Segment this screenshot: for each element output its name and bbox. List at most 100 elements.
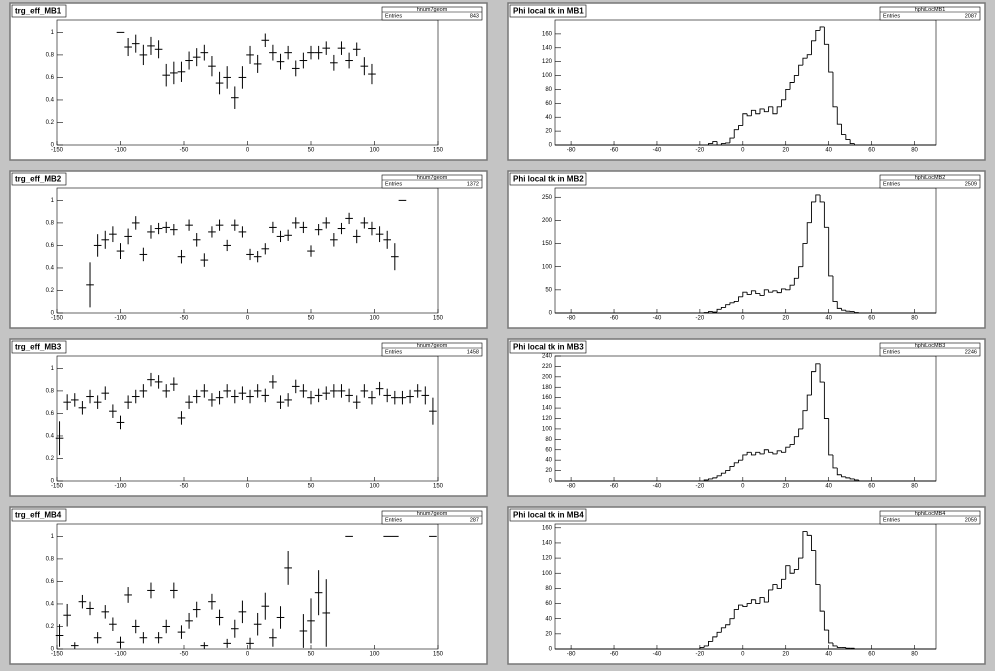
- data-point: [78, 594, 87, 609]
- data-point: [246, 45, 254, 64]
- data-point: [70, 642, 79, 649]
- hist-bin: [815, 29, 821, 41]
- y-tick-label: 0.4: [46, 266, 55, 272]
- hist-bin: [772, 290, 778, 293]
- data-point: [375, 226, 384, 243]
- hist-bin: [828, 418, 833, 456]
- data-point: [368, 221, 376, 236]
- data-point: [200, 44, 209, 61]
- pad-frame: [9, 170, 488, 329]
- hist-bin: [763, 289, 769, 296]
- x-tick-label: -50: [180, 148, 189, 154]
- x-tick-label: -50: [180, 652, 189, 658]
- x-tick-label: 0: [246, 148, 250, 154]
- hist-bin: [759, 293, 765, 296]
- data-point: [147, 372, 155, 387]
- hist-bin: [733, 300, 739, 303]
- stats-name: hphiLocMB1: [915, 7, 946, 13]
- data-point: [185, 51, 193, 70]
- data-point: [139, 384, 148, 398]
- x-tick-label: 60: [868, 484, 875, 490]
- hist-bin: [759, 452, 765, 455]
- pad-frame: [9, 2, 488, 161]
- hist-bin: [763, 449, 769, 454]
- hist-bin: [815, 550, 821, 586]
- x-tick-label: 0: [741, 148, 745, 154]
- data-point: [86, 389, 94, 404]
- x-tick-label: 20: [782, 652, 789, 658]
- hist-bin: [755, 451, 760, 455]
- stats-entries: 843: [470, 13, 479, 19]
- pad: trg_eff_MB3 hnum7geom Entries 1458 -150 -100 -…: [9, 338, 488, 497]
- data-point: [352, 42, 361, 57]
- hist-bin: [733, 129, 739, 139]
- data-point: [383, 388, 392, 403]
- hist-bin: [716, 308, 722, 313]
- hist-bin: [776, 450, 782, 454]
- x-tick-label: 50: [308, 148, 315, 154]
- data-point: [177, 61, 186, 82]
- stats-box: [879, 342, 981, 357]
- hist-bin: [742, 605, 748, 608]
- hist-bin: [725, 304, 730, 308]
- x-tick-label: 150: [433, 484, 444, 490]
- y-tick-label: 20: [545, 468, 552, 474]
- pad: Phi local tk in MB2 hphiLocMB2 Entries 2509…: [507, 170, 986, 329]
- data-point: [246, 248, 254, 261]
- pad-frame: [507, 506, 986, 665]
- data-point: [314, 570, 323, 616]
- data-point: [269, 375, 277, 389]
- x-tick-label: -150: [51, 484, 64, 490]
- x-tick-label: 80: [911, 316, 918, 322]
- data-point: [413, 384, 422, 398]
- hist-bin: [712, 477, 718, 479]
- x-tick-label: 50: [308, 652, 315, 658]
- pad: trg_eff_MB4 hnum7geom Entries 287 -150 -100 -5…: [9, 506, 488, 665]
- x-tick-label: 40: [825, 484, 832, 490]
- x-tick-label: -20: [696, 316, 705, 322]
- hist-bin: [712, 636, 718, 642]
- stats-label: Entries: [385, 181, 402, 187]
- data-point: [215, 219, 224, 231]
- data-point: [253, 54, 262, 73]
- chart-title: trg_eff_MB2: [15, 175, 62, 184]
- x-tick-label: 60: [868, 652, 875, 658]
- y-tick-label: 100: [542, 264, 553, 270]
- hist-bin: [819, 26, 825, 31]
- data-point: [238, 600, 247, 624]
- pad-frame: [507, 2, 986, 161]
- data-point: [192, 233, 201, 247]
- pad-frame: [507, 338, 986, 497]
- stats-box: [381, 510, 483, 525]
- data-point: [261, 33, 270, 48]
- x-tick-label: 0: [246, 316, 250, 322]
- data-point: [307, 45, 315, 60]
- hist-bin: [716, 631, 722, 637]
- data-point: [116, 415, 125, 430]
- data-point: [177, 249, 186, 264]
- data-point: [398, 390, 407, 405]
- x-tick-label: 50: [308, 316, 315, 322]
- x-tick-label: -60: [610, 316, 619, 322]
- x-tick-label: -20: [696, 484, 705, 490]
- hist-bin: [755, 599, 760, 604]
- y-tick-label: 200: [542, 218, 553, 224]
- x-tick-label: 80: [911, 652, 918, 658]
- hist-bin: [768, 289, 773, 293]
- hist-bin: [845, 134, 851, 140]
- x-tick-label: 0: [246, 652, 250, 658]
- x-tick-label: -50: [180, 316, 189, 322]
- stats-box: [879, 6, 981, 21]
- y-tick-label: 140: [542, 406, 553, 412]
- hist-bin: [742, 454, 748, 461]
- data-point: [131, 34, 140, 53]
- data-point: [269, 44, 277, 61]
- hist-bin: [755, 290, 760, 295]
- hist-bin: [776, 584, 782, 589]
- y-tick-label: 1: [51, 198, 55, 204]
- hist-bin: [823, 382, 829, 419]
- hist-bin: [798, 266, 803, 279]
- data-point: [230, 389, 239, 404]
- hist-bin: [811, 371, 816, 396]
- data-point: [276, 53, 285, 70]
